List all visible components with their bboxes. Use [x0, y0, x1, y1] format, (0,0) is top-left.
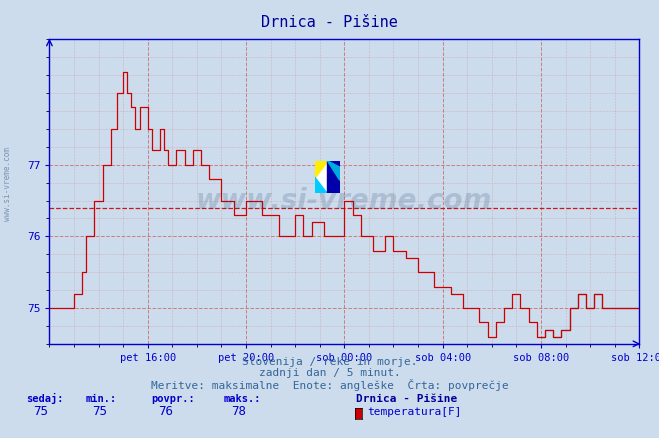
Text: Drnica - Pišine: Drnica - Pišine — [356, 394, 457, 404]
Text: Meritve: maksimalne  Enote: angleške  Črta: povprečje: Meritve: maksimalne Enote: angleške Črta… — [151, 379, 508, 391]
Text: sedaj:: sedaj: — [26, 393, 64, 404]
Text: 75: 75 — [33, 405, 48, 418]
Text: Drnica - Pišine: Drnica - Pišine — [261, 15, 398, 30]
Text: www.si-vreme.com: www.si-vreme.com — [3, 147, 13, 221]
Text: 76: 76 — [158, 405, 173, 418]
Text: maks.:: maks.: — [224, 394, 262, 404]
Text: povpr.:: povpr.: — [152, 394, 195, 404]
Text: Slovenija / reke in morje.: Slovenija / reke in morje. — [242, 357, 417, 367]
Text: 78: 78 — [231, 405, 246, 418]
Polygon shape — [315, 177, 327, 194]
Polygon shape — [327, 161, 340, 194]
Polygon shape — [315, 161, 327, 177]
Polygon shape — [327, 161, 340, 180]
Text: zadnji dan / 5 minut.: zadnji dan / 5 minut. — [258, 368, 401, 378]
Text: www.si-vreme.com: www.si-vreme.com — [196, 187, 492, 215]
Text: 75: 75 — [92, 405, 107, 418]
Text: min.:: min.: — [86, 394, 117, 404]
Text: temperatura[F]: temperatura[F] — [368, 407, 462, 417]
